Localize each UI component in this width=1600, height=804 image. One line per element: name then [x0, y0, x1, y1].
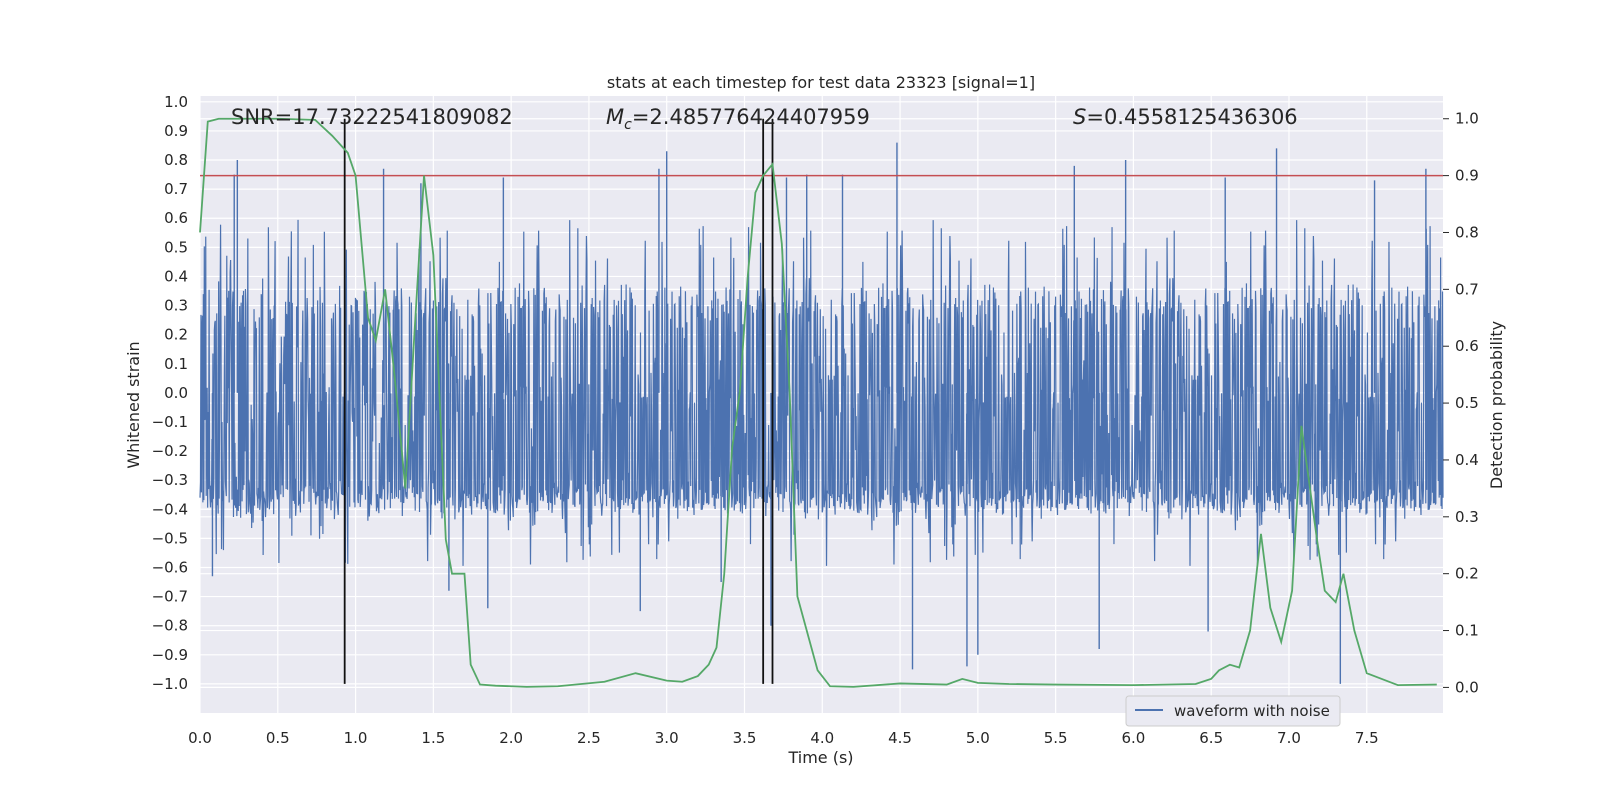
- x-axis-label: Time (s): [787, 748, 853, 767]
- y2-tick-label: 0.5: [1455, 394, 1479, 412]
- y-tick-label: −0.2: [152, 442, 188, 460]
- x-tick-label: 1.5: [421, 729, 445, 747]
- y-tick-label: −0.6: [152, 558, 188, 576]
- plot-area: [199, 117, 1444, 688]
- y2-tick-label: 0.6: [1455, 337, 1479, 355]
- y2-tick-label: 0.2: [1455, 565, 1479, 583]
- y2-tick-label: 0.4: [1455, 451, 1479, 469]
- y2-tick-label: 0.7: [1455, 280, 1479, 298]
- x-tick-label: 3.5: [733, 729, 757, 747]
- chirp-mass-subscript: c: [624, 117, 632, 133]
- y-tick-label: −0.4: [152, 500, 188, 518]
- x-tick-label: 2.0: [499, 729, 523, 747]
- y-tick-label: 0.7: [164, 180, 188, 198]
- y2-ticks: 1.0 0.9 0.8 0.7 0.6 0.5 0.4 0.3 0.2 0.1 0.0: [1443, 110, 1479, 696]
- snr-annotation: SNR=17.73222541809082: [231, 105, 513, 129]
- chirp-mass-value: =2.485776424407959: [632, 105, 870, 129]
- y2-tick-label: 0.3: [1455, 508, 1479, 526]
- x-tick-label: 6.0: [1121, 729, 1145, 747]
- x-tick-label: 7.0: [1277, 729, 1301, 747]
- waveform-noise-line: [199, 219, 1444, 566]
- y2-tick-label: 0.1: [1455, 622, 1479, 640]
- y-tick-label: 1.0: [164, 93, 188, 111]
- y2-tick-label: 0.0: [1455, 678, 1479, 696]
- x-tick-label: 1.0: [344, 729, 368, 747]
- y-tick-label: 0.8: [164, 151, 188, 169]
- x-tick-label: 5.0: [966, 729, 990, 747]
- chirp-mass-symbol: M: [606, 105, 624, 129]
- x-tick-label: 0.0: [188, 729, 212, 747]
- x-tick-label: 3.0: [655, 729, 679, 747]
- x-ticks: 0.0 0.5 1.0 1.5 2.0 2.5 3.0 3.5 4.0 4.5 5.0 5.5 6.0 6…: [188, 729, 1379, 747]
- y-tick-label: 0.2: [164, 326, 188, 344]
- y-tick-label: 0.3: [164, 297, 188, 315]
- y-tick-label: −0.7: [152, 588, 188, 606]
- legend: waveform with noise: [1125, 695, 1341, 727]
- chirp-mass-annotation: Mc=2.485776424407959: [606, 105, 870, 133]
- s-value: =0.4558125436306: [1086, 105, 1297, 129]
- s-symbol: S: [1073, 105, 1086, 129]
- s-annotation: S=0.4558125436306: [1073, 105, 1298, 129]
- y-ticks: 1.0 0.9 0.8 0.7 0.6 0.5 0.4 0.3 0.2 0.1 0.0 −0.1 −0.…: [152, 93, 188, 693]
- y2-tick-label: 0.8: [1455, 223, 1479, 241]
- x-tick-label: 2.5: [577, 729, 601, 747]
- y-tick-label: 0.0: [164, 384, 188, 402]
- legend-label: waveform with noise: [1174, 702, 1330, 720]
- y-axis-label: Whitened strain: [124, 341, 143, 468]
- y2-axis-label: Detection probability: [1487, 321, 1506, 489]
- detection-probability-line: [199, 117, 1437, 688]
- y-tick-label: −0.3: [152, 471, 188, 489]
- y-tick-label: −0.5: [152, 529, 188, 547]
- x-tick-label: 7.5: [1355, 729, 1379, 747]
- y-tick-label: −1.0: [152, 675, 188, 693]
- y-tick-label: −0.1: [152, 413, 188, 431]
- y2-tick-label: 0.9: [1455, 167, 1479, 185]
- y-tick-label: −0.8: [152, 617, 188, 635]
- y-tick-label: 0.6: [164, 209, 188, 227]
- y-tick-label: 0.1: [164, 355, 188, 373]
- y-tick-label: 0.5: [164, 238, 188, 256]
- y2-tick-label: 1.0: [1455, 110, 1479, 128]
- x-tick-label: 5.5: [1044, 729, 1068, 747]
- x-tick-label: 4.5: [888, 729, 912, 747]
- chart-title: stats at each timestep for test data 233…: [607, 73, 1035, 92]
- y-tick-label: −0.9: [152, 646, 188, 664]
- legend-box: [1125, 695, 1341, 727]
- y-tick-label: 0.4: [164, 267, 188, 285]
- x-tick-label: 4.0: [810, 729, 834, 747]
- x-tick-label: 0.5: [266, 729, 290, 747]
- y-tick-label: 0.9: [164, 122, 188, 140]
- x-tick-label: 6.5: [1199, 729, 1223, 747]
